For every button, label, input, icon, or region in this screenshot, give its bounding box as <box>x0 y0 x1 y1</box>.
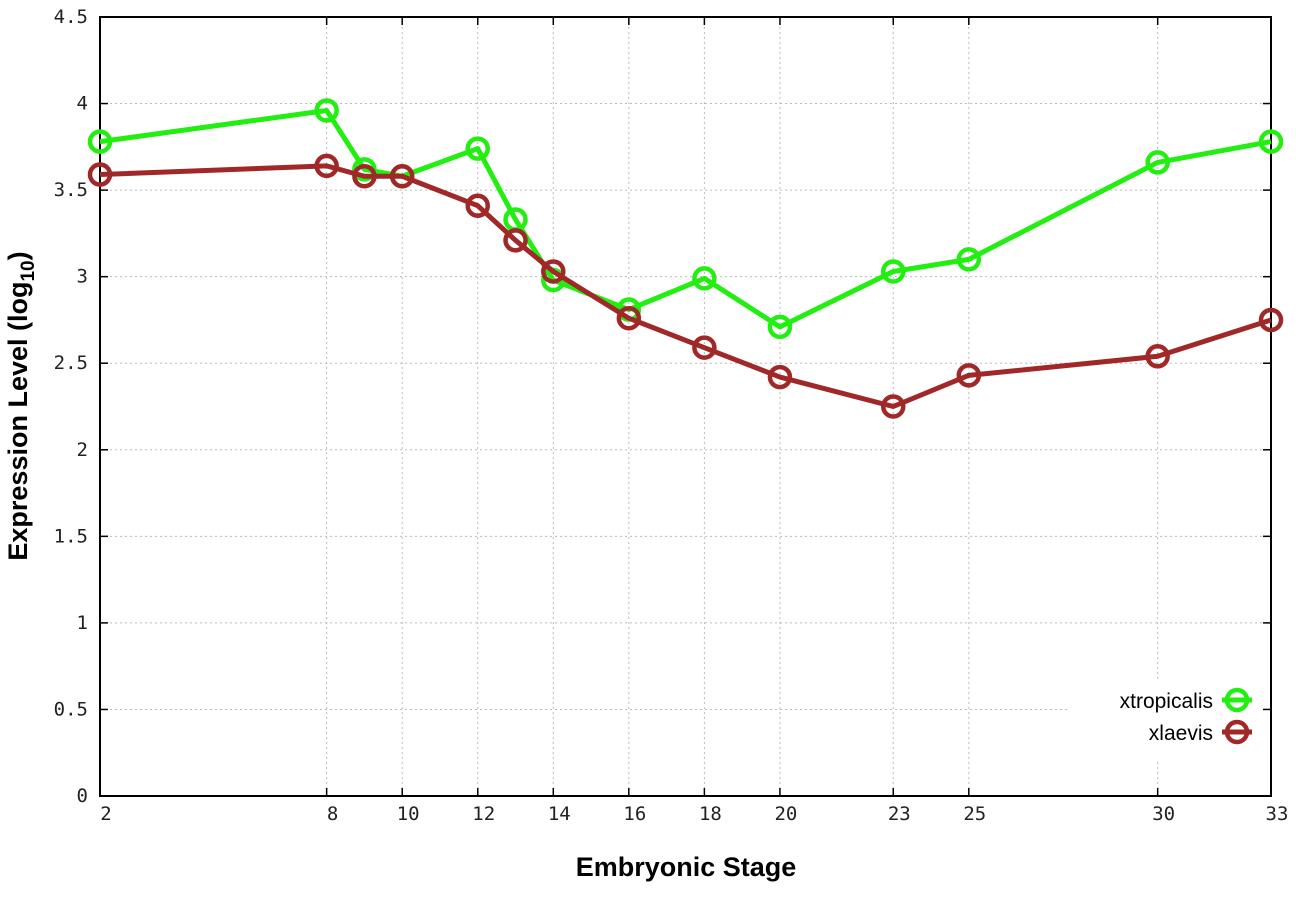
data-point-xlaevis <box>503 228 528 253</box>
x-tick-label: 14 <box>548 803 571 825</box>
data-point-xlaevis <box>314 153 339 179</box>
data-point-xlaevis <box>1145 344 1170 369</box>
x-tick-label: 16 <box>623 803 646 825</box>
data-point-xlaevis <box>465 193 490 218</box>
legend-label-xlaevis: xlaevis <box>1149 722 1213 745</box>
legend-marker-xtropicalis <box>1224 687 1250 713</box>
x-tick-label: 12 <box>472 803 495 825</box>
y-tick-label: 0 <box>77 785 88 807</box>
legend-label-xtropicalis: xtropicalis <box>1120 690 1213 713</box>
series-line-xlaevis <box>99 163 1272 409</box>
y-axis-title-main: Expression Level (log <box>3 282 33 561</box>
y-axis-title-suffix: ) <box>3 251 33 260</box>
y-tick-label: 3.5 <box>54 179 88 201</box>
data-point-xlaevis <box>352 164 377 189</box>
x-tick-label: 33 <box>1266 803 1289 825</box>
series-xtropicalis <box>87 98 1284 340</box>
data-point-xlaevis <box>616 305 642 331</box>
data-point-xtropicalis <box>881 259 906 284</box>
data-point-xtropicalis <box>465 136 490 161</box>
series-line-xtropicalis <box>99 107 1272 330</box>
data-point-xlaevis <box>767 364 793 390</box>
plot-frame <box>99 16 1272 797</box>
data-point-xlaevis <box>541 259 566 284</box>
data-point-xtropicalis <box>692 266 717 291</box>
y-tick-label: 4 <box>77 93 88 115</box>
data-point-xtropicalis <box>767 314 793 340</box>
data-point-xlaevis <box>389 164 415 189</box>
data-point-xtropicalis <box>87 129 113 154</box>
x-tick-label: 25 <box>963 803 986 825</box>
x-tick-label: 23 <box>888 803 911 825</box>
data-point-xlaevis <box>692 335 717 360</box>
y-tick-label: 1 <box>77 612 88 634</box>
y-axis-title-subscript: 10 <box>18 260 39 281</box>
y-axis-title: Expression Level (log10) <box>3 251 39 560</box>
x-tick-label: 2 <box>100 803 111 825</box>
x-tick-label: 20 <box>774 803 797 825</box>
data-point-xtropicalis <box>314 98 339 123</box>
x-axis-title: Embryonic Stage <box>576 852 797 882</box>
series-xlaevis <box>87 153 1284 419</box>
data-point-xtropicalis <box>956 247 982 272</box>
x-tick-label: 18 <box>699 803 722 825</box>
y-tick-label: 4.5 <box>54 6 88 28</box>
tick-labels: 0 0.5 1 1.5 2 2.5 3 3.5 4 4.5 2 8 10 12 14 16 18 20 23 25 30… <box>54 6 1289 825</box>
data-point-xtropicalis <box>1145 150 1170 175</box>
y-tick-label: 3 <box>77 266 88 288</box>
series-group <box>87 98 1284 419</box>
data-point-xlaevis <box>956 363 982 388</box>
data-point-xlaevis <box>881 394 906 419</box>
y-tick-label: 0.5 <box>54 698 88 720</box>
data-point-xtropicalis <box>1258 129 1284 154</box>
x-tick-label: 8 <box>327 803 338 825</box>
data-point-xlaevis <box>87 162 113 187</box>
x-tick-label: 10 <box>397 803 420 825</box>
data-point-xlaevis <box>1258 307 1284 333</box>
grid <box>100 17 1271 796</box>
legend: xtropicalis xlaevis <box>1120 687 1252 745</box>
y-tick-label: 2.5 <box>54 352 88 374</box>
y-tick-label: 1.5 <box>54 525 88 547</box>
legend-marker-xlaevis <box>1224 719 1250 745</box>
x-tick-label: 30 <box>1152 803 1175 825</box>
y-tick-label: 2 <box>77 439 88 461</box>
axes <box>99 16 1272 797</box>
